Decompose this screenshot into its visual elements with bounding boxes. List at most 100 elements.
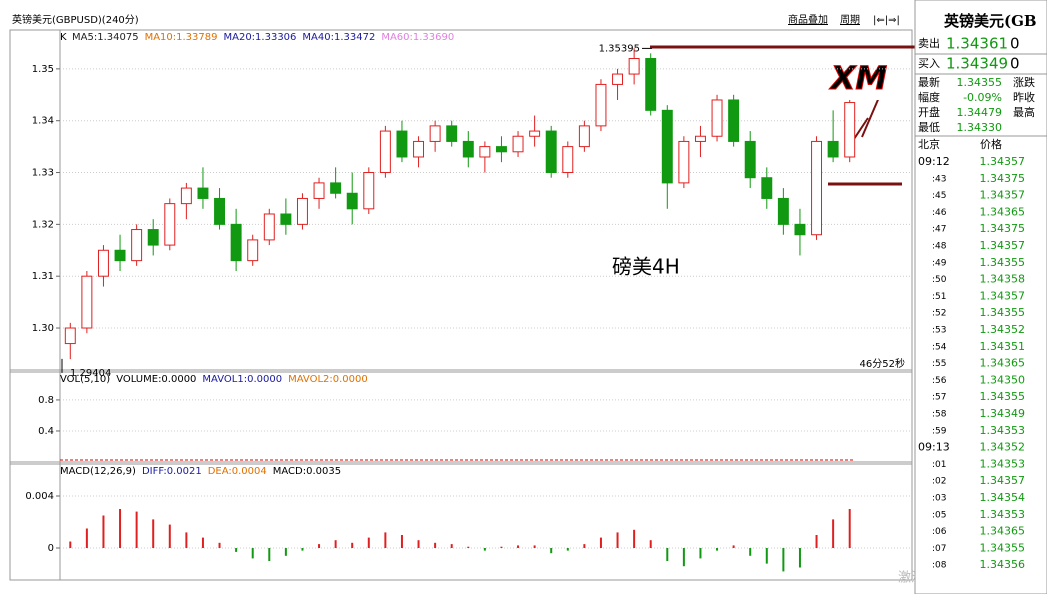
y-tick-label: 1.34 [32, 116, 54, 127]
candle-body [827, 140, 839, 158]
y-tick-label: 0 [48, 543, 54, 554]
candle-body [545, 130, 557, 174]
tick-price: 1.34357 [980, 289, 1026, 302]
tick-price: 1.34352 [980, 441, 1026, 454]
timer: 46分52秒 [860, 357, 905, 370]
candle-body [214, 197, 226, 225]
candle-body [529, 130, 541, 137]
drawn-line [861, 94, 881, 138]
tick-price: 1.34375 [980, 172, 1026, 185]
candle-body [794, 223, 806, 236]
legend-entry: MA40:1.33472 [302, 32, 375, 43]
candle-body [761, 177, 773, 199]
legend-entry: MA10:1.33789 [145, 32, 218, 43]
tick-time: :45 [932, 191, 946, 201]
candle-body [114, 249, 126, 262]
value: 1.34330 [957, 121, 1003, 134]
y-tick-label: 1.30 [32, 323, 54, 334]
low-label: 1.29404 [70, 368, 111, 379]
label: 最高 [1013, 105, 1035, 119]
logo-box [812, 58, 906, 100]
candle-body [744, 140, 756, 179]
candle-body [180, 187, 192, 205]
label: 幅度 [918, 90, 940, 104]
candle-body [396, 130, 408, 158]
tick-price: 1.34352 [980, 323, 1026, 336]
candle-body [495, 146, 507, 153]
candle-body [728, 99, 740, 142]
candle-body [197, 187, 209, 199]
legend-entry: MA60:1.33690 [381, 32, 454, 43]
candle-body [296, 197, 308, 225]
tick-price: 1.34353 [980, 508, 1026, 521]
link[interactable]: 周期 [840, 14, 860, 26]
label: 昨收 [1013, 90, 1035, 104]
candle-body [263, 213, 275, 241]
candle-body [711, 99, 723, 137]
value: -0.09% [963, 91, 1002, 104]
candle-body [346, 192, 358, 210]
candle-body [330, 182, 342, 194]
tick-price: 1.34355 [980, 256, 1026, 269]
candle-body [363, 172, 375, 210]
tick-price: 1.34349 [980, 407, 1026, 420]
tick-time: :48 [932, 242, 947, 252]
label: 卖出 [918, 36, 940, 50]
tick-price: 1.34375 [980, 222, 1026, 235]
tick-time: 09:13 [918, 441, 950, 454]
legend-entry: DIFF:0.0021 [142, 466, 202, 477]
window-title: 英镑美元(GBPUSD)(240分) [12, 13, 139, 26]
candle-body [512, 135, 524, 153]
price: 1.34361 [946, 35, 1008, 53]
legend-entry: VOLUME:0.0000 [116, 374, 196, 385]
candle-body [97, 249, 109, 277]
candle-body [379, 130, 391, 174]
tick-time: :56 [932, 376, 947, 386]
candle-body [64, 327, 76, 345]
tick-price: 1.34365 [980, 357, 1026, 370]
tick-time: :51 [932, 292, 946, 302]
y-tick-label: 1.32 [32, 219, 54, 230]
size: 0 [1010, 55, 1020, 73]
col-head: 价格 [980, 137, 1002, 151]
y-tick-label: 1.35 [32, 64, 54, 75]
y-tick-label: 1.33 [32, 168, 54, 179]
value: 1.34355 [957, 76, 1003, 89]
tick-time: :50 [932, 275, 947, 285]
tick-time: :06 [932, 527, 947, 537]
tick-time: :01 [932, 460, 946, 470]
logo: XM [829, 59, 888, 97]
tick-price: 1.34356 [980, 558, 1026, 571]
candle-body [678, 140, 690, 184]
chart-frame [9, 29, 913, 581]
label: 涨跌 [1013, 75, 1035, 89]
legend-prefix: K [60, 32, 67, 43]
tick-time: :59 [932, 426, 947, 436]
tick-time: 09:12 [918, 155, 950, 168]
candle-body [313, 182, 325, 199]
tick-price: 1.34357 [980, 189, 1026, 202]
quote-panel [914, 0, 1047, 594]
link[interactable]: 商品叠加 [788, 13, 828, 26]
candle-body [628, 58, 640, 75]
tick-time: :57 [932, 393, 946, 403]
candle-body [81, 275, 93, 329]
tick-price: 1.34357 [980, 474, 1026, 487]
quote-title: 英镑美元(GB [944, 12, 1037, 30]
candle-body [612, 73, 624, 85]
size: 0 [1010, 35, 1020, 53]
tick-time: :52 [932, 309, 946, 319]
y-tick-label: 0.4 [38, 426, 54, 437]
candle-body [446, 125, 458, 142]
tick-time: :58 [932, 410, 947, 420]
tick-time: :47 [932, 225, 946, 235]
tick-time: :54 [932, 342, 947, 352]
tick-price: 1.34351 [980, 340, 1026, 353]
legend-entry: DEA:0.0004 [208, 466, 267, 477]
candle-body [280, 213, 292, 225]
candle-body [645, 58, 657, 111]
candle-body [230, 223, 242, 262]
link[interactable]: |⇐|⇒| [873, 15, 900, 26]
tick-time: :02 [932, 477, 946, 487]
candle-body [562, 146, 574, 174]
